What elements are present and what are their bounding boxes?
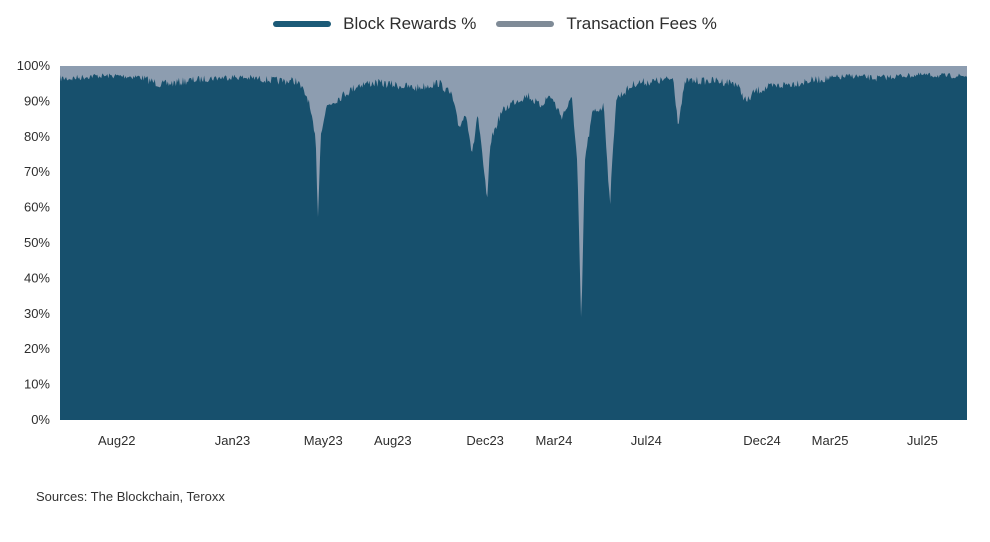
chart-legend: Block Rewards % Transaction Fees % (0, 14, 990, 34)
y-tick-label: 100% (17, 58, 51, 73)
plot-area (60, 66, 967, 420)
y-tick-label: 0% (31, 412, 50, 427)
x-tick-label: Jul24 (631, 433, 662, 448)
legend-item-block-rewards: Block Rewards % (273, 14, 476, 34)
y-tick-label: 40% (24, 270, 50, 285)
x-tick-label: Aug22 (98, 433, 136, 448)
y-tick-label: 20% (24, 341, 50, 356)
x-tick-label: Aug23 (374, 433, 412, 448)
x-tick-label: Mar25 (812, 433, 849, 448)
y-axis: 0% 10% 20% 30% 40% 50% 60% 70% 80% 90% 100% (17, 58, 51, 427)
y-tick-label: 10% (24, 377, 50, 392)
x-tick-label: Dec23 (466, 433, 504, 448)
y-tick-label: 90% (24, 93, 50, 108)
source-note: Sources: The Blockchain, Teroxx (36, 489, 225, 504)
x-tick-label: Mar24 (536, 433, 573, 448)
x-axis: Aug22 Jan23 May23 Aug23 Dec23 Mar24 Jul24 Dec24… (98, 433, 938, 448)
legend-swatch-transaction-fees (496, 21, 555, 27)
y-tick-label: 50% (24, 235, 50, 250)
y-tick-label: 80% (24, 129, 50, 144)
y-tick-label: 70% (24, 164, 50, 179)
x-tick-label: May23 (304, 433, 343, 448)
legend-swatch-block-rewards (273, 21, 332, 27)
legend-item-transaction-fees: Transaction Fees % (496, 14, 717, 34)
x-tick-label: Dec24 (743, 433, 781, 448)
series-block-rewards-area (60, 72, 967, 420)
legend-label-block-rewards: Block Rewards % (343, 14, 477, 33)
x-tick-label: Jan23 (215, 433, 250, 448)
y-tick-label: 60% (24, 200, 50, 215)
y-tick-label: 30% (24, 306, 50, 321)
x-tick-label: Jul25 (907, 433, 938, 448)
legend-label-transaction-fees: Transaction Fees % (566, 14, 717, 33)
